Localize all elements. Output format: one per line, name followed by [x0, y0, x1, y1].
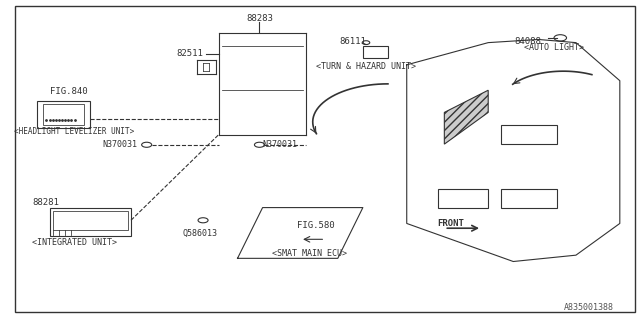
Bar: [37, 101, 90, 128]
Text: A835001388: A835001388: [563, 303, 614, 312]
Text: <INTEGRATED UNIT>: <INTEGRATED UNIT>: [32, 238, 117, 247]
Text: 86111: 86111: [339, 36, 366, 45]
Bar: [500, 188, 557, 208]
Bar: [44, 105, 84, 125]
Text: N370031: N370031: [262, 140, 298, 149]
Text: <AUTO LIGHT>: <AUTO LIGHT>: [524, 43, 584, 52]
Text: FRONT: FRONT: [437, 219, 464, 228]
Text: N370031: N370031: [102, 140, 137, 149]
Text: FIG.840: FIG.840: [49, 87, 87, 96]
Text: <TURN & HAZARD UNIT>: <TURN & HAZARD UNIT>: [316, 62, 416, 71]
Text: FIG.580: FIG.580: [297, 220, 335, 229]
Text: <HEADLIGHT LEVELIZER UNIT>: <HEADLIGHT LEVELIZER UNIT>: [15, 127, 134, 136]
Polygon shape: [444, 90, 488, 144]
Text: Q586013: Q586013: [182, 228, 218, 237]
Bar: [52, 211, 128, 230]
Bar: [438, 188, 488, 208]
Text: 82511: 82511: [176, 49, 203, 58]
Text: <SMAT MAIN ECU>: <SMAT MAIN ECU>: [272, 249, 347, 258]
Bar: [49, 208, 131, 236]
Text: 88281: 88281: [32, 198, 59, 207]
Text: 84088: 84088: [515, 36, 541, 45]
Bar: [363, 46, 388, 59]
Bar: [500, 125, 557, 144]
Text: 88283: 88283: [246, 14, 273, 23]
